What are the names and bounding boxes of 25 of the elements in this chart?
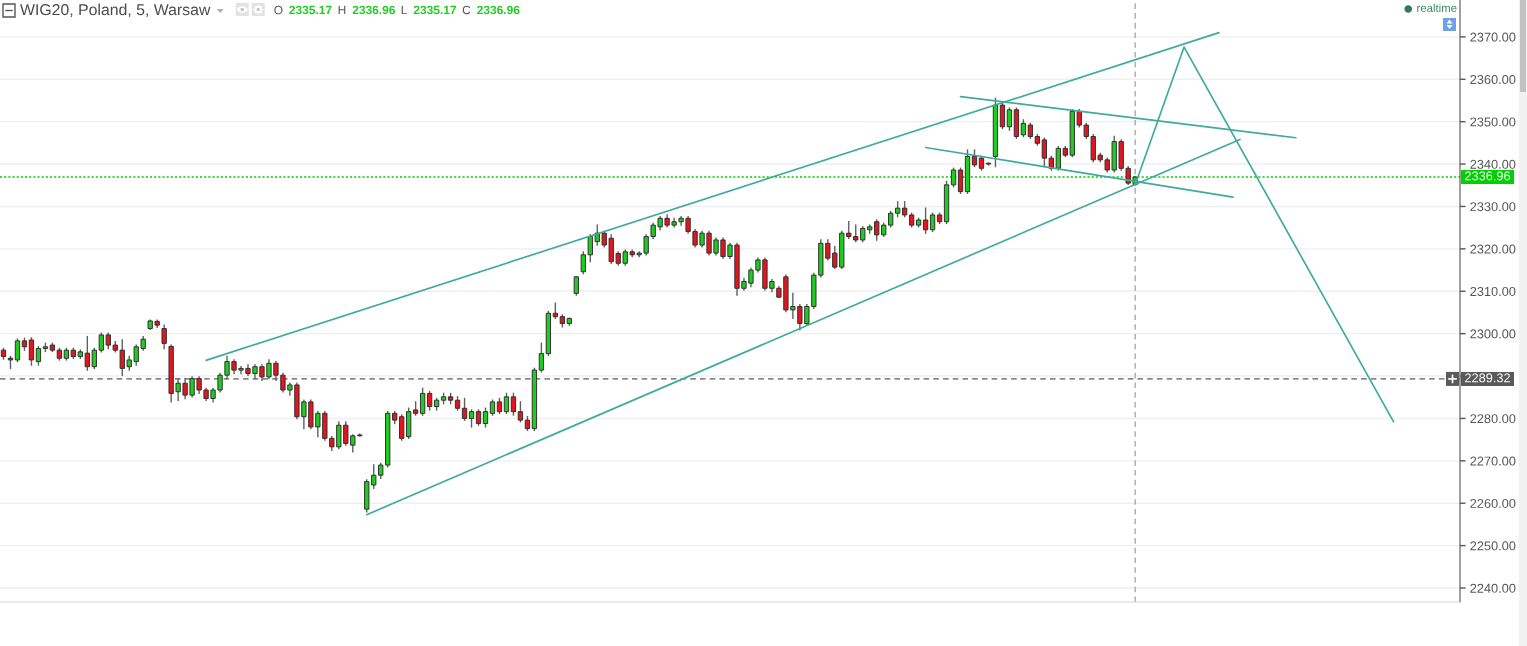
y-tick-label: 2370.00 (1470, 32, 1516, 42)
ref-line-label: 2336.96 (1465, 171, 1511, 181)
y-tick-label: 2280.00 (1470, 414, 1516, 424)
y-tick-label: 2350.00 (1470, 117, 1516, 127)
annotation: C (462, 5, 471, 15)
annotation: 2336.96 (352, 5, 395, 15)
chart-title: WIG20, Poland, 5, Warsaw (20, 3, 211, 18)
annotation: O (274, 5, 283, 15)
annotation: 2336.96 (477, 5, 520, 15)
y-tick-label: 2340.00 (1470, 159, 1516, 169)
y-tick-label: 2320.00 (1470, 244, 1516, 254)
ref-line-label: 2289.32 (1465, 373, 1510, 383)
y-tick-label: 2310.00 (1470, 286, 1516, 297)
y-tick-label: 2300.00 (1470, 329, 1516, 339)
y-tick-label: 2330.00 (1470, 202, 1516, 212)
y-tick-label: 2260.00 (1470, 498, 1516, 508)
y-tick-label: 2270.00 (1470, 456, 1516, 466)
y-tick-label: 2240.00 (1470, 583, 1516, 593)
annotation: H (338, 5, 346, 15)
y-tick-label: 2360.00 (1470, 74, 1516, 85)
y-tick-label: 2250.00 (1470, 541, 1516, 551)
annotation: 2335.17 (289, 5, 332, 15)
annotation: 2335.17 (413, 5, 457, 15)
annotation: L (401, 5, 407, 15)
annotation: realtime (1417, 3, 1457, 13)
